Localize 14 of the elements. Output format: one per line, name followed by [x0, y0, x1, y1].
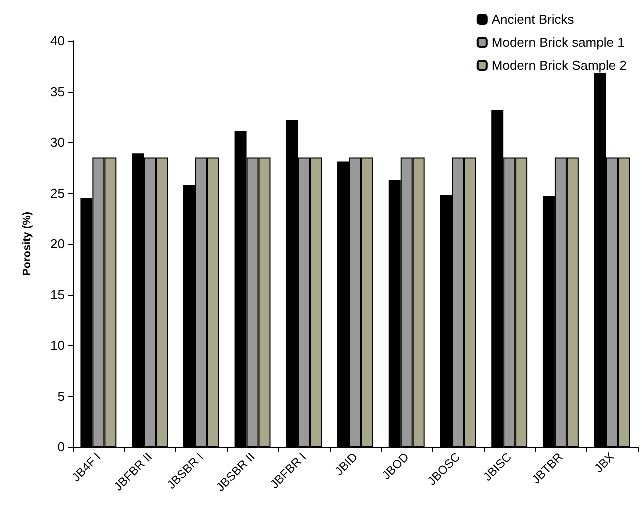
y-axis-title: Porosity (%) — [22, 212, 34, 276]
y-tick-label: 30 — [50, 135, 65, 150]
legend-label: Ancient Bricks — [492, 12, 575, 27]
y-tick-label: 5 — [58, 388, 65, 404]
legend-label: Modern Brick sample 1 — [492, 35, 625, 50]
y-tick-label: 15 — [50, 287, 65, 302]
y-tick-label: 35 — [50, 84, 65, 100]
legend-label: Modern Brick Sample 2 — [492, 58, 628, 73]
x-tick-label: JBX — [592, 450, 618, 476]
y-tick-label: 40 — [50, 34, 65, 48]
y-tick-label: 10 — [50, 338, 65, 353]
y-tick-label: 0 — [58, 440, 65, 454]
y-tick-label: 20 — [50, 236, 65, 252]
y-tick-label: 25 — [50, 186, 65, 201]
